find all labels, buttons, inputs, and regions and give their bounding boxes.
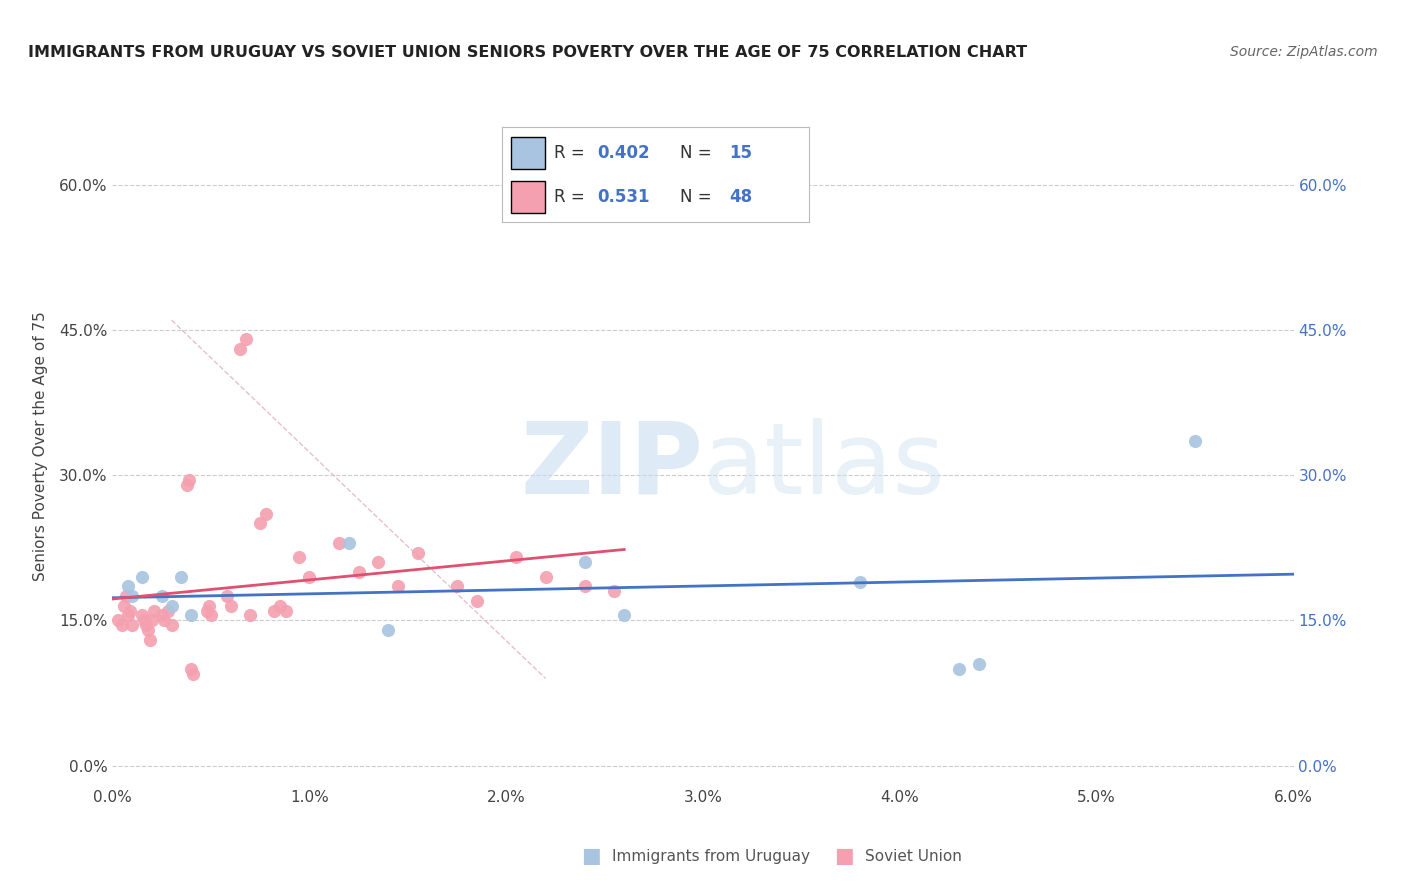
Point	[328, 536, 350, 550]
Point	[135, 618, 157, 632]
Point	[229, 342, 252, 356]
Point	[141, 613, 163, 627]
Point	[269, 599, 291, 613]
Text: Immigrants from Uruguay: Immigrants from Uruguay	[612, 849, 810, 863]
Point	[288, 550, 311, 565]
Text: Source: ZipAtlas.com: Source: ZipAtlas.com	[1230, 45, 1378, 59]
Point	[254, 507, 277, 521]
Point	[367, 555, 389, 569]
Point	[298, 570, 321, 584]
Point	[377, 623, 399, 637]
Point	[387, 579, 409, 593]
Point	[263, 604, 285, 618]
Point	[107, 613, 129, 627]
Point	[195, 604, 218, 618]
Point	[198, 599, 221, 613]
Point	[111, 618, 134, 632]
Text: IMMIGRANTS FROM URUGUAY VS SOVIET UNION SENIORS POVERTY OVER THE AGE OF 75 CORRE: IMMIGRANTS FROM URUGUAY VS SOVIET UNION …	[28, 45, 1028, 60]
Point	[613, 608, 636, 623]
Point	[160, 618, 183, 632]
Point	[574, 579, 596, 593]
Point	[117, 608, 139, 623]
Point	[534, 570, 557, 584]
Point	[465, 594, 488, 608]
Point	[967, 657, 990, 671]
Point	[574, 555, 596, 569]
Point	[156, 604, 179, 618]
Point	[337, 536, 360, 550]
Point	[142, 604, 165, 618]
Point	[181, 666, 204, 681]
Point	[121, 618, 143, 632]
Point	[603, 584, 626, 599]
Point	[180, 662, 202, 676]
Point	[406, 545, 429, 559]
Point	[131, 608, 153, 623]
Point	[347, 565, 370, 579]
Point	[170, 570, 193, 584]
Point	[150, 608, 173, 623]
Point	[152, 613, 174, 627]
Point	[239, 608, 262, 623]
Point	[120, 604, 142, 618]
Point	[112, 599, 135, 613]
Point	[136, 623, 159, 637]
Text: Soviet Union: Soviet Union	[865, 849, 962, 863]
Point	[1184, 434, 1206, 449]
Point	[121, 589, 143, 603]
Point	[139, 632, 162, 647]
Point	[446, 579, 468, 593]
Point	[131, 570, 153, 584]
Point	[948, 662, 970, 676]
Point	[180, 608, 202, 623]
Point	[274, 604, 297, 618]
Point	[160, 599, 183, 613]
Point	[235, 333, 257, 347]
Text: ■: ■	[834, 847, 853, 866]
Text: ■: ■	[581, 847, 600, 866]
Point	[176, 477, 198, 491]
Point	[200, 608, 222, 623]
Point	[150, 589, 173, 603]
Y-axis label: Seniors Poverty Over the Age of 75: Seniors Poverty Over the Age of 75	[32, 311, 48, 581]
Point	[219, 599, 242, 613]
Point	[132, 613, 155, 627]
Point	[117, 579, 139, 593]
Point	[249, 516, 271, 531]
Text: ZIP: ZIP	[520, 417, 703, 515]
Point	[115, 589, 138, 603]
Point	[505, 550, 527, 565]
Text: atlas: atlas	[703, 417, 945, 515]
Point	[179, 473, 201, 487]
Point	[215, 589, 238, 603]
Point	[849, 574, 872, 589]
